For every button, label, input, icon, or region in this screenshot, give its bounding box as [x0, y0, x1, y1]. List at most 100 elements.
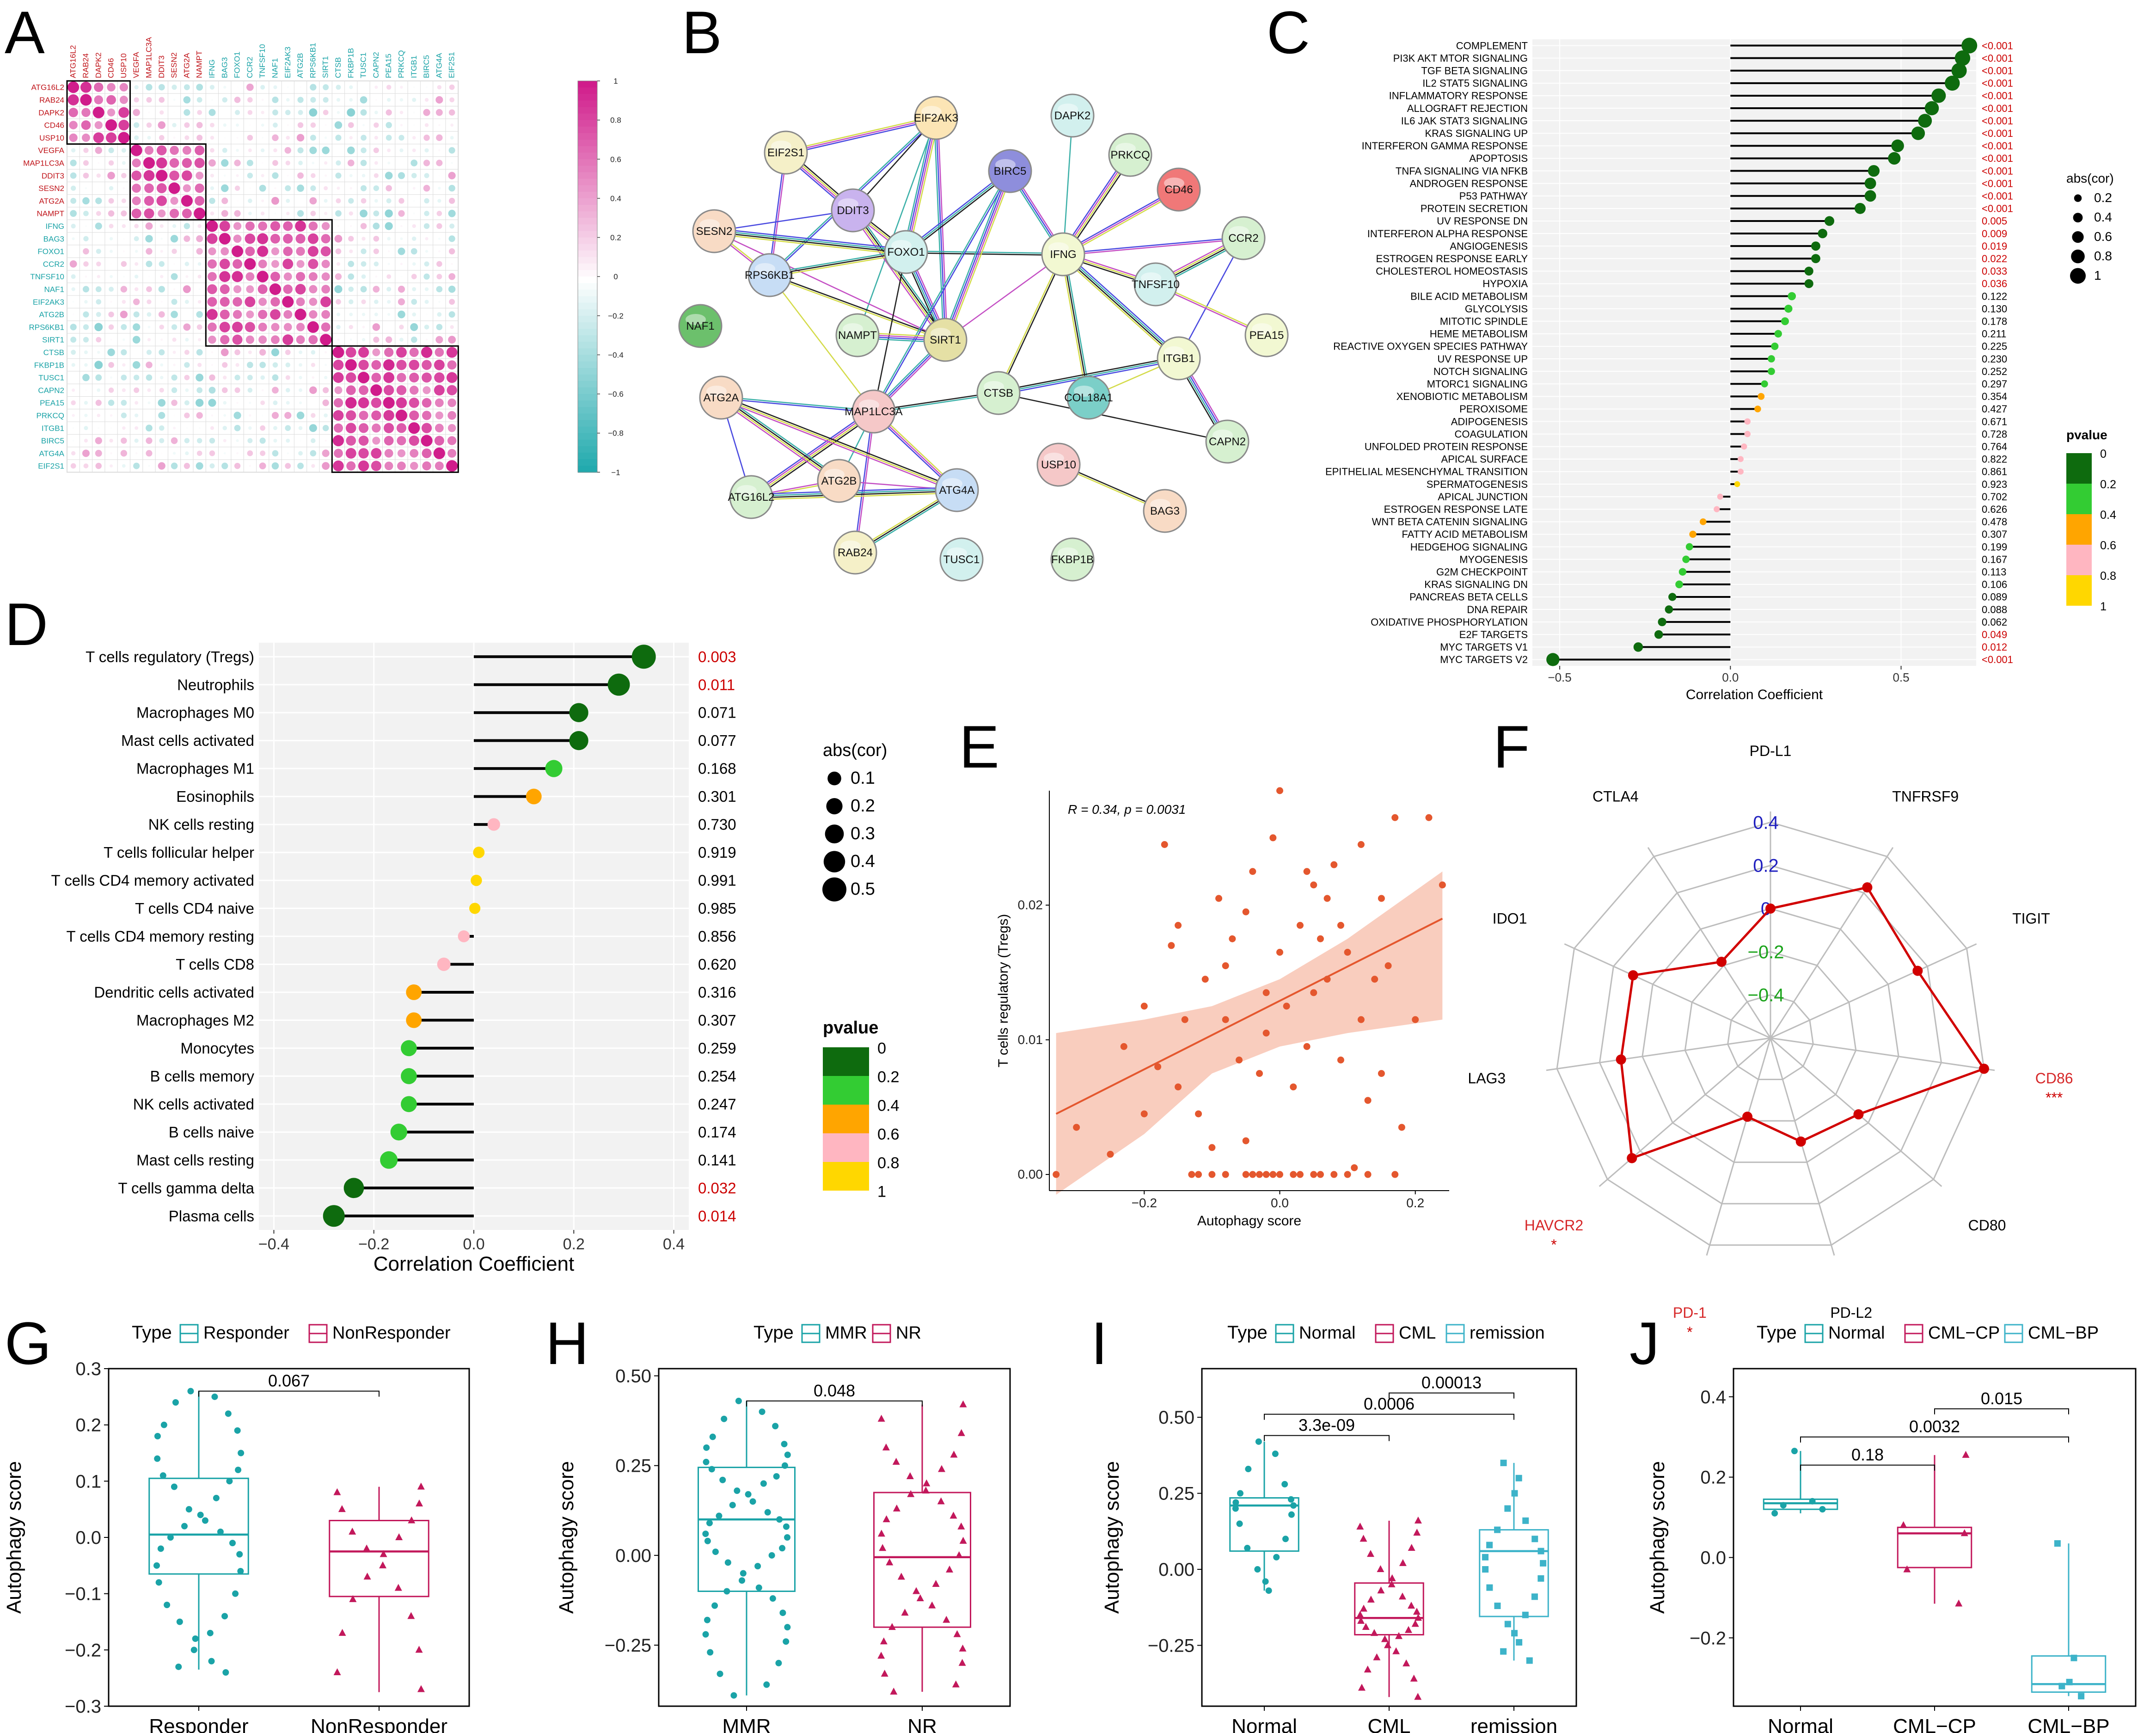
- heatmap-cell: [399, 325, 404, 330]
- heatmap-cell: [148, 414, 150, 417]
- heatmap-cell: [271, 412, 279, 419]
- heatmap-cell: [272, 172, 279, 179]
- node-highlight: [1141, 272, 1161, 283]
- heatmap-cell: [297, 184, 304, 192]
- row-label: ITGB1: [42, 424, 64, 433]
- scatter-point: [1208, 1144, 1216, 1151]
- heatmap-cell: [184, 463, 190, 469]
- heatmap-cell: [347, 160, 355, 166]
- colorbar-tick-label: 0.4: [610, 194, 621, 203]
- significance-stars: *: [1551, 1236, 1556, 1253]
- heatmap-cell: [120, 286, 128, 293]
- heatmap-cell: [321, 259, 330, 268]
- colorbar-segment: [578, 361, 597, 369]
- data-point: [784, 1534, 791, 1541]
- heatmap-cell: [220, 297, 230, 307]
- category-label: UNFOLDED PROTEIN RESPONSE: [1365, 441, 1528, 452]
- heatmap-cell: [121, 172, 127, 178]
- heatmap-cell: [245, 272, 255, 281]
- heatmap-cell: [172, 338, 177, 342]
- data-point: [957, 1522, 965, 1530]
- data-point: [877, 1414, 885, 1422]
- pvalue-label: 0.130: [1982, 303, 2007, 314]
- heatmap-cell: [133, 462, 140, 469]
- network-node-label: CD46: [1164, 184, 1193, 196]
- heatmap-cell: [184, 122, 190, 128]
- radar-point: [1716, 957, 1727, 967]
- heatmap-cell: [409, 435, 419, 446]
- lollipop-point: [545, 760, 563, 777]
- column-label: USP10: [119, 53, 128, 78]
- data-point: [703, 1444, 710, 1451]
- heatmap-cell: [236, 148, 239, 152]
- heatmap-cell: [223, 401, 227, 405]
- heatmap-cell: [375, 98, 377, 101]
- network-edge: [1178, 238, 1244, 359]
- pvalue-label: <0.001: [1982, 40, 2013, 51]
- heatmap-cell: [145, 222, 153, 230]
- category-label: ESTROGEN RESPONSE LATE: [1384, 504, 1528, 515]
- category-label: Dendritic cells activated: [94, 984, 254, 1001]
- y-axis-title: Autophagy score: [1646, 1461, 1669, 1614]
- heatmap-cell: [194, 208, 206, 220]
- heatmap-cell: [361, 135, 367, 141]
- heatmap-cell: [208, 247, 216, 256]
- network-node: [935, 468, 979, 512]
- panel-f-radar: PD-L1TNFRSF9TIGITCD86***CD80PD-L2PD-1*HA…: [1468, 743, 2073, 1340]
- category-label: KRAS SIGNALING UP: [1425, 128, 1528, 139]
- heatmap-cell: [182, 158, 192, 168]
- data-point: [1255, 1438, 1262, 1445]
- data-point: [735, 1397, 742, 1404]
- node-highlight: [1074, 386, 1094, 397]
- lollipop-point: [1699, 518, 1707, 525]
- data-point: [717, 1671, 723, 1678]
- heatmap-cell: [236, 174, 239, 177]
- row-label: RPS6KB1: [29, 323, 64, 332]
- heatmap-cell: [283, 310, 293, 319]
- size-legend-label: 0.4: [851, 852, 875, 871]
- heatmap-cell: [71, 274, 76, 279]
- category-label: COMPLEMENT: [1456, 40, 1528, 51]
- heatmap-cell: [210, 426, 214, 430]
- lollipop-point: [569, 703, 588, 722]
- heatmap-cell: [158, 399, 166, 407]
- data-point: [775, 1659, 782, 1666]
- heatmap-cell: [423, 135, 430, 141]
- heatmap-cell: [450, 325, 454, 329]
- pvalue-label: 0.728: [1982, 428, 2007, 440]
- heatmap-cell: [372, 424, 381, 433]
- column-label: EIF2AK3: [283, 47, 292, 78]
- network-node-label: DAPK2: [1054, 110, 1091, 122]
- heatmap-cell: [185, 338, 189, 342]
- heatmap-cell: [207, 233, 218, 244]
- panel-label-d: D: [5, 590, 48, 658]
- data-point: [1500, 1459, 1507, 1466]
- heatmap-cell: [447, 449, 457, 458]
- row-label: SESN2: [38, 184, 64, 193]
- heatmap-cell: [312, 161, 315, 165]
- network-node-label: ATG2A: [704, 392, 739, 404]
- radar-point: [1765, 903, 1776, 914]
- heatmap-cell: [325, 174, 327, 177]
- network-edge: [721, 396, 874, 412]
- lollipop-point: [1758, 393, 1765, 400]
- heatmap-cell: [81, 108, 91, 117]
- heatmap-cell: [346, 385, 356, 395]
- heatmap-cell: [83, 210, 89, 216]
- heatmap-cell: [184, 109, 190, 116]
- comparison-pvalue: 0.0032: [1909, 1417, 1960, 1436]
- heatmap-cell: [294, 308, 306, 320]
- heatmap-cell: [409, 359, 420, 370]
- heatmap-cell: [148, 276, 150, 278]
- category-label: ESTROGEN RESPONSE EARLY: [1376, 253, 1528, 264]
- lollipop-point: [1868, 165, 1880, 177]
- network-edge: [850, 211, 944, 342]
- pvalue-label: 0.012: [1982, 641, 2007, 653]
- data-point: [881, 1670, 888, 1677]
- scatter-point: [1262, 989, 1270, 996]
- heatmap-cell: [236, 123, 239, 127]
- heatmap-cell: [196, 412, 203, 419]
- heatmap-cell: [309, 197, 317, 205]
- pvalue-label: 0.141: [698, 1151, 736, 1168]
- lollipop-point: [1768, 368, 1775, 375]
